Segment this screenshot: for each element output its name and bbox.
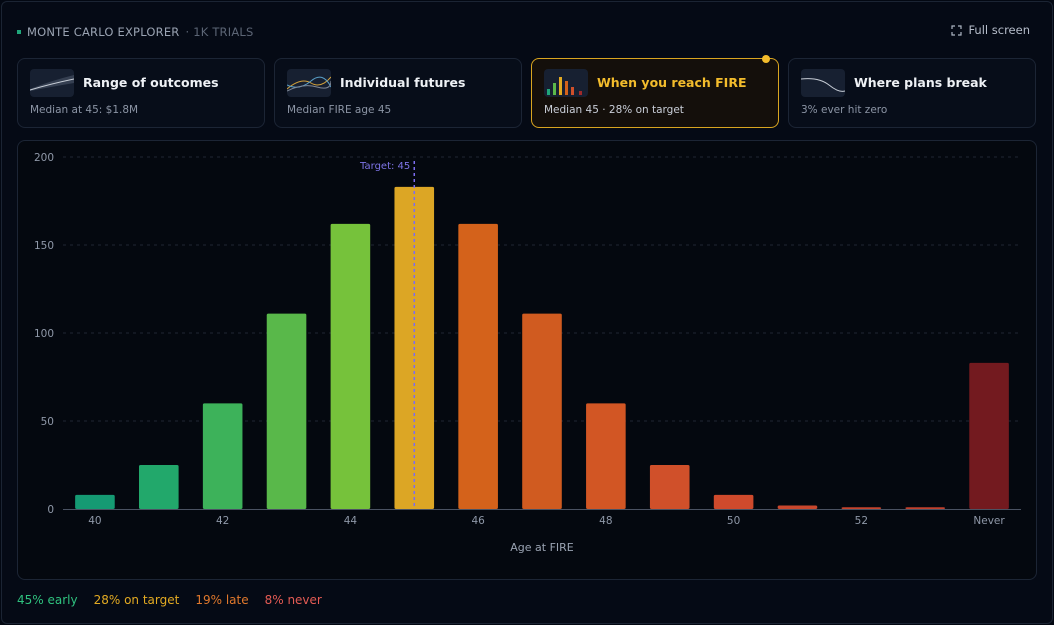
histogram-icon [544, 69, 588, 97]
trial-count: · 1K TRIALS [185, 25, 254, 39]
chart-panel: 0 50 100 150 200 40 42 44 46 48 50 52 Never Age at FI… [17, 140, 1037, 580]
x-tick-label: 48 [599, 515, 612, 527]
card-subtitle: Median at 45: $1.8M [30, 104, 139, 116]
card-when-you-reach-fire[interactable]: When you reach FIRE Median 45 · 28% on t… [531, 55, 779, 128]
card-subtitle: Median 45 · 28% on target [544, 104, 684, 116]
bar-42 [202, 403, 243, 509]
legend-early: 45% early [17, 593, 78, 607]
x-tick-label: 42 [216, 515, 229, 527]
bar-51 [777, 505, 818, 509]
fullscreen-icon [951, 24, 963, 36]
card-range-of-outcomes[interactable]: Range of outcomes Median at 45: $1.8M [17, 58, 265, 128]
card-where-plans-break[interactable]: Where plans break 3% ever hit zero [788, 58, 1036, 128]
bar-50 [713, 494, 754, 509]
bar-48 [586, 403, 626, 509]
legend-on-target: 28% on target [93, 593, 180, 607]
view-cards: Range of outcomes Median at 45: $1.8M In… [17, 55, 1037, 128]
bar-47 [522, 313, 562, 509]
y-tick-label: 0 [47, 504, 54, 516]
y-tick-label: 200 [34, 152, 54, 164]
card-title: Where plans break [854, 75, 987, 90]
spaghetti-chart-icon [287, 69, 331, 97]
x-tick-label: 44 [344, 515, 358, 527]
legend-never: 8% never [264, 593, 322, 607]
card-subtitle: Median FIRE age 45 [287, 104, 392, 116]
status-dot-icon [17, 30, 21, 34]
card-title: Individual futures [340, 75, 466, 90]
bar-49 [649, 465, 690, 509]
y-tick-label: 50 [41, 416, 54, 428]
x-tick-label: 52 [855, 515, 868, 527]
x-tick-label: 40 [88, 515, 101, 527]
bar-43 [266, 313, 307, 509]
bar-41 [139, 465, 179, 509]
fullscreen-label: Full screen [968, 23, 1030, 37]
active-indicator-icon [762, 55, 770, 63]
app-title: MONTE CARLO EXPLORER [27, 25, 180, 39]
card-subtitle: 3% ever hit zero [801, 104, 888, 116]
card-individual-futures[interactable]: Individual futures Median FIRE age 45 [274, 58, 522, 128]
bar-44 [330, 223, 371, 509]
x-tick-label: Never [973, 515, 1005, 527]
target-label: Target: 45 [359, 161, 410, 172]
x-axis-label: Age at FIRE [510, 541, 574, 554]
fire-age-histogram: 0 50 100 150 200 40 42 44 46 48 50 52 Never Age at FI… [34, 152, 1021, 554]
bar-52 [841, 507, 882, 509]
fan-chart-icon [30, 69, 74, 97]
bar-53 [905, 507, 945, 509]
bar-40 [75, 494, 115, 509]
x-tick-label: 46 [471, 515, 485, 527]
summary-legend: 45% early 28% on target 19% late 8% neve… [17, 593, 338, 607]
decline-line-icon [801, 69, 845, 97]
bar-never [969, 362, 1009, 509]
card-title: Range of outcomes [83, 75, 219, 90]
y-tick-label: 150 [34, 240, 54, 252]
y-tick-label: 100 [34, 328, 54, 340]
bar-46 [458, 223, 498, 509]
card-title: When you reach FIRE [597, 75, 747, 90]
x-tick-label: 50 [727, 515, 740, 527]
header: MONTE CARLO EXPLORER · 1K TRIALS [17, 24, 254, 40]
legend-late: 19% late [195, 593, 249, 607]
fullscreen-button[interactable]: Full screen [951, 23, 1030, 37]
